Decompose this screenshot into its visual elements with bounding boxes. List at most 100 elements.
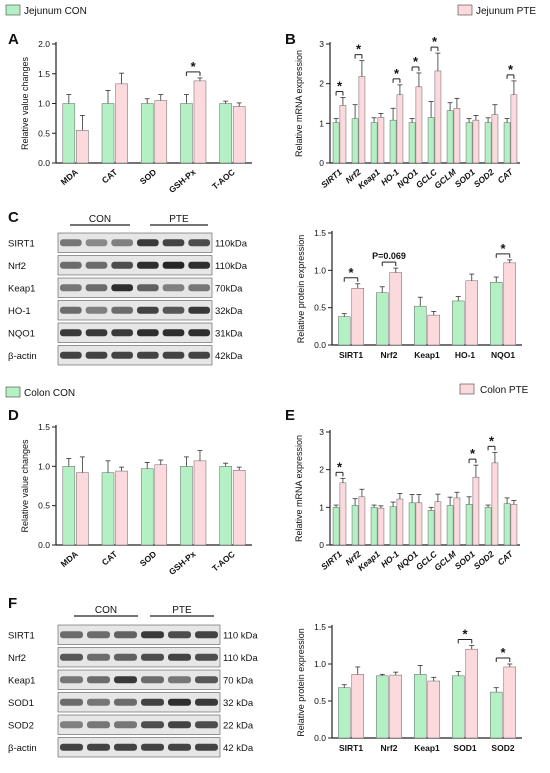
bar-pte-cat	[510, 504, 518, 546]
band	[195, 721, 218, 729]
bar-pte-gclc	[434, 70, 442, 164]
size-label: 32 kDa	[223, 698, 254, 709]
significance-label: *	[462, 627, 468, 642]
size-label: 42kDa	[215, 351, 243, 362]
x-tick-label: SOD2	[472, 549, 496, 572]
chart-a: 0.0 0.5 1.0 1.5 2.0 Relative value changes MDA…	[20, 39, 252, 195]
band	[114, 743, 137, 751]
x-tick-label: GSH-Px	[167, 167, 198, 195]
band	[60, 239, 82, 247]
bar-con-nrf2	[375, 675, 389, 739]
group-label-pte: PTE	[172, 605, 192, 616]
x-tick-label: Keap1	[356, 549, 382, 573]
band	[195, 676, 218, 684]
bar-pte-t-aoc	[232, 470, 246, 546]
band	[188, 261, 210, 269]
bar-con-keap1	[370, 507, 378, 546]
bar-pte-sirt1	[339, 482, 347, 546]
bar-con-nqo1	[408, 122, 416, 164]
band	[85, 261, 108, 269]
band	[87, 631, 110, 639]
band	[141, 631, 164, 639]
protein-label: β-actin	[8, 743, 37, 754]
bar-con-nqo1	[489, 282, 503, 346]
y-tick-label: 0.5	[38, 128, 50, 138]
size-label: 31kDa	[215, 328, 243, 339]
bar-pte-keap1	[427, 680, 441, 739]
band	[168, 631, 191, 639]
band	[195, 631, 218, 639]
band	[162, 306, 185, 314]
band	[60, 743, 83, 751]
band	[114, 721, 137, 729]
bar-pte-cat	[115, 470, 128, 546]
bar-con-cat	[101, 103, 115, 164]
panel-letter-e: E	[285, 407, 295, 424]
y-tick-label: 1.0	[314, 659, 326, 669]
band	[111, 329, 133, 337]
protein-label: SIRT1	[8, 630, 35, 641]
x-tick-label: Keap1	[414, 743, 440, 753]
x-tick-label: CAT	[495, 548, 515, 567]
band	[60, 329, 82, 337]
y-tick-label: 1.0	[38, 99, 50, 109]
significance-label: *	[489, 433, 495, 448]
significance-label: *	[337, 459, 343, 474]
band	[168, 698, 191, 706]
band	[137, 239, 159, 247]
band	[111, 306, 133, 314]
band	[188, 329, 210, 337]
bar-pte-nrf2	[358, 496, 366, 546]
blot-row-keap1	[57, 669, 221, 690]
band	[195, 743, 218, 751]
bar-con-mda	[62, 103, 76, 164]
panel-letter-f: F	[8, 595, 17, 612]
significance-label: *	[191, 59, 197, 74]
y-tick-label: 0.0	[38, 158, 50, 168]
legend-swatch-pte	[457, 4, 473, 16]
size-label: 70 kDa	[223, 675, 254, 686]
blot-row-nrf2	[57, 647, 221, 668]
band	[188, 239, 210, 247]
legend-swatch-con	[5, 4, 21, 16]
bar-pte-sirt1	[351, 674, 365, 739]
size-label: 70kDa	[215, 283, 243, 294]
blot-row-sod2	[57, 714, 221, 735]
x-tick-label: SIRT1	[339, 743, 363, 753]
band	[60, 721, 83, 729]
significance-label: *	[337, 79, 343, 94]
protein-label: Keap1	[8, 675, 35, 686]
charts: 0.0 0.5 1.0 1.5 2.0 Relative value changes MDA…	[20, 34, 522, 753]
blot-row-sirt1	[57, 624, 221, 645]
band	[188, 351, 210, 359]
panel-letter-b: B	[285, 31, 296, 48]
group-label-con: CON	[89, 214, 111, 225]
bar-pte-t-aoc	[232, 106, 246, 164]
y-tick-label: 2	[319, 79, 324, 89]
bar-con-sod	[140, 468, 154, 546]
significance-label: *	[413, 54, 419, 69]
x-tick-label: SIRT1	[339, 350, 363, 360]
bar-pte-ho-1	[396, 94, 404, 164]
y-tick-label: 0.5	[314, 303, 326, 313]
band	[195, 653, 218, 661]
panel-letter-a: A	[8, 31, 19, 48]
band	[188, 284, 210, 292]
x-tick-label: SOD1	[453, 167, 477, 190]
x-tick-label: SOD	[138, 167, 159, 187]
bar-pte-sod	[154, 100, 168, 164]
band	[137, 306, 159, 314]
bar-pte-mda	[76, 130, 89, 164]
band	[85, 284, 108, 292]
bar-con-sirt1	[332, 507, 340, 546]
blot-row-β-actin	[57, 345, 213, 366]
band	[168, 676, 191, 684]
bar-pte-sod1	[472, 476, 480, 546]
y-axis-label: Relative protein expression	[296, 235, 306, 344]
chart-c: 0.0 0.5 1.0 1.5 Relative protein expression S…	[296, 228, 522, 360]
blot-f: CON PTE SIRT1 110 kDa Nrf2 110 kDa Keap1 70 kDa…	[8, 605, 258, 758]
band	[87, 721, 110, 729]
bar-pte-sirt1	[351, 288, 365, 346]
band	[60, 351, 82, 359]
bar-con-sod	[140, 103, 154, 164]
